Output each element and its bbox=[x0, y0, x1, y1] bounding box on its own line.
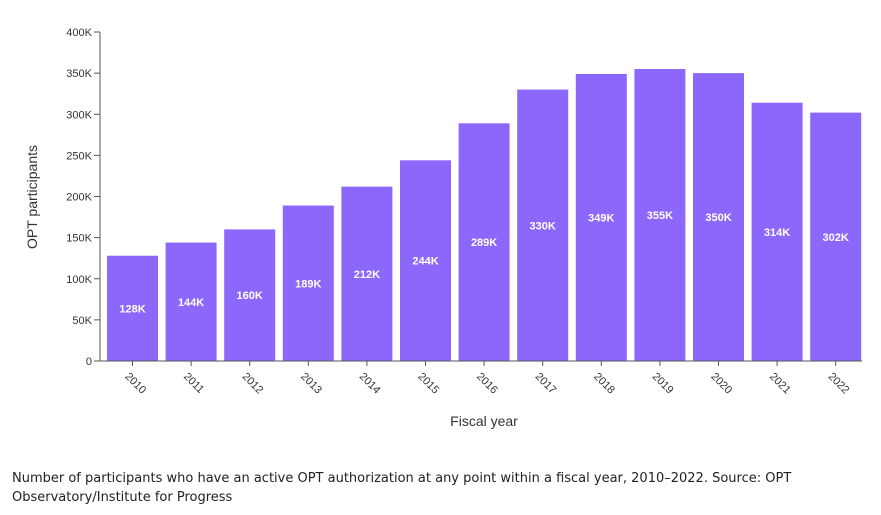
bar-value-label: 189K bbox=[295, 278, 321, 290]
bar-value-label: 355K bbox=[647, 210, 673, 222]
bar-value-label: 128K bbox=[119, 303, 145, 315]
x-tick-label: 2022 bbox=[826, 371, 852, 397]
y-tick-label: 150K bbox=[66, 233, 92, 245]
bar-value-label: 349K bbox=[588, 212, 614, 224]
y-tick-label: 0 bbox=[86, 356, 92, 368]
bar-value-label: 244K bbox=[412, 256, 438, 268]
y-tick-label: 100K bbox=[66, 274, 92, 286]
bar-2016 bbox=[458, 123, 510, 361]
bar-value-label: 302K bbox=[823, 232, 849, 244]
bar-value-label: 330K bbox=[530, 220, 556, 232]
x-tick-label: 2016 bbox=[474, 371, 500, 397]
x-tick-label: 2019 bbox=[650, 371, 676, 397]
bar-value-label: 212K bbox=[354, 269, 380, 281]
x-tick-label: 2013 bbox=[298, 371, 324, 397]
x-tick-label: 2020 bbox=[708, 371, 734, 397]
y-tick-label: 350K bbox=[66, 68, 92, 80]
bar-2017 bbox=[517, 89, 569, 361]
y-tick-label: 300K bbox=[66, 109, 92, 121]
x-tick-label: 2010 bbox=[122, 371, 148, 397]
y-axis-title: OPT participants bbox=[24, 145, 40, 249]
bar-2019 bbox=[634, 69, 686, 361]
bar-2022 bbox=[810, 112, 862, 361]
x-tick-label: 2021 bbox=[767, 371, 793, 397]
figure-caption: Number of participants who have an activ… bbox=[12, 471, 792, 505]
bar-value-label: 160K bbox=[237, 290, 263, 302]
y-tick-label: 400K bbox=[66, 27, 92, 39]
bar-value-label: 314K bbox=[764, 227, 790, 239]
x-tick-label: 2011 bbox=[181, 371, 206, 396]
y-tick-label: 50K bbox=[72, 315, 92, 327]
bar-value-label: 350K bbox=[705, 212, 731, 224]
bar-2010 bbox=[107, 255, 158, 361]
x-tick-label: 2018 bbox=[591, 371, 617, 397]
bar-2011 bbox=[165, 242, 217, 361]
bar-value-label: 144K bbox=[178, 297, 204, 309]
x-tick-label: 2012 bbox=[240, 371, 266, 397]
x-axis-title: Fiscal year bbox=[450, 413, 518, 429]
bar-2015 bbox=[400, 160, 451, 361]
bar-2013 bbox=[282, 205, 334, 361]
y-tick-label: 200K bbox=[66, 192, 92, 204]
x-tick-label: 2014 bbox=[357, 371, 383, 397]
bar-chart: 128K 2010 144K 2011 160K 2012 189K 2013 212K 2014… bbox=[24, 27, 862, 429]
bar-value-label: 289K bbox=[471, 237, 497, 249]
bar-2020 bbox=[693, 73, 744, 361]
y-tick-label: 250K bbox=[66, 150, 92, 162]
bar-2021 bbox=[751, 102, 803, 362]
bar-2012 bbox=[224, 229, 276, 361]
bar-2018 bbox=[575, 73, 627, 361]
x-tick-label: 2015 bbox=[415, 371, 441, 397]
x-tick-label: 2017 bbox=[533, 371, 559, 397]
bar-2014 bbox=[341, 186, 393, 361]
